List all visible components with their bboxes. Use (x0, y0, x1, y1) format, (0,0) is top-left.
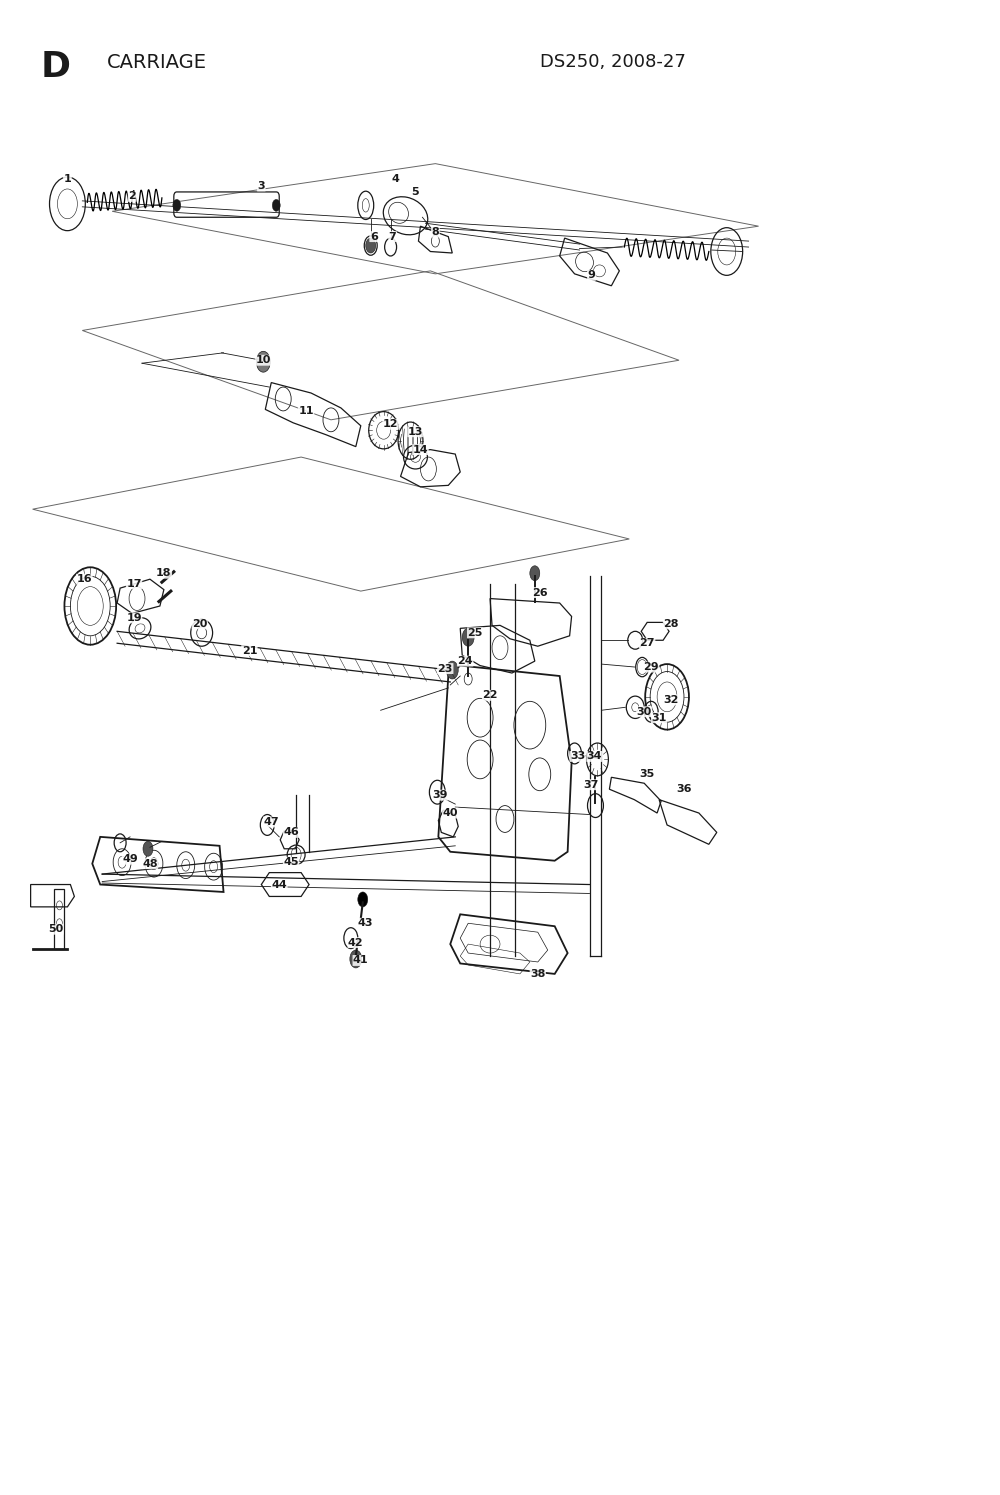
Text: 30: 30 (637, 707, 652, 716)
Circle shape (358, 893, 368, 907)
Text: 2: 2 (128, 191, 136, 202)
Text: 34: 34 (587, 752, 602, 761)
Text: DS250, 2008-27: DS250, 2008-27 (540, 54, 686, 72)
Text: 5: 5 (412, 187, 419, 197)
Circle shape (462, 628, 474, 646)
Text: 26: 26 (532, 588, 548, 598)
Text: 13: 13 (408, 426, 423, 437)
Text: D: D (41, 51, 71, 84)
Text: 16: 16 (77, 574, 92, 585)
Text: 8: 8 (431, 227, 439, 238)
Text: 25: 25 (467, 628, 483, 638)
Text: 33: 33 (570, 752, 585, 761)
Text: 28: 28 (663, 619, 679, 629)
Text: CARRIAGE: CARRIAGE (107, 54, 207, 72)
Text: 36: 36 (676, 785, 692, 794)
Circle shape (272, 199, 280, 211)
Text: 17: 17 (126, 579, 142, 589)
Text: 6: 6 (370, 232, 378, 242)
Text: 14: 14 (413, 444, 428, 454)
Text: 43: 43 (358, 918, 374, 928)
Text: 4: 4 (392, 173, 400, 184)
Text: 46: 46 (283, 827, 299, 837)
Text: 18: 18 (156, 568, 172, 579)
Text: 11: 11 (298, 405, 314, 416)
Text: 45: 45 (283, 857, 299, 867)
Text: 38: 38 (530, 969, 545, 979)
Text: 21: 21 (242, 646, 257, 656)
Text: 44: 44 (271, 879, 287, 890)
Text: 23: 23 (438, 664, 453, 674)
Text: 7: 7 (389, 232, 396, 242)
Text: 20: 20 (192, 619, 207, 629)
Text: 19: 19 (126, 613, 142, 623)
Text: 31: 31 (651, 713, 667, 722)
Text: 40: 40 (443, 807, 458, 818)
Circle shape (366, 238, 376, 253)
Text: 41: 41 (353, 955, 369, 966)
Text: 9: 9 (588, 271, 595, 281)
Text: 27: 27 (639, 638, 655, 649)
Text: 3: 3 (258, 181, 265, 191)
Text: 39: 39 (433, 791, 448, 800)
Text: 50: 50 (48, 924, 63, 934)
Circle shape (256, 351, 270, 372)
Text: 1: 1 (64, 173, 71, 184)
Text: 37: 37 (584, 780, 599, 789)
Text: 48: 48 (142, 858, 158, 869)
Circle shape (143, 842, 153, 857)
Circle shape (173, 199, 181, 211)
Text: 29: 29 (643, 662, 659, 673)
Text: 49: 49 (122, 854, 138, 864)
Text: 35: 35 (640, 770, 655, 779)
Circle shape (446, 661, 458, 679)
Text: 47: 47 (263, 816, 279, 827)
Text: 10: 10 (256, 356, 271, 365)
Text: 22: 22 (482, 691, 498, 700)
Text: 24: 24 (457, 656, 473, 667)
Circle shape (530, 565, 540, 580)
Text: 32: 32 (663, 695, 679, 704)
Text: 12: 12 (383, 419, 398, 429)
Circle shape (350, 949, 362, 967)
Text: 42: 42 (348, 937, 364, 948)
